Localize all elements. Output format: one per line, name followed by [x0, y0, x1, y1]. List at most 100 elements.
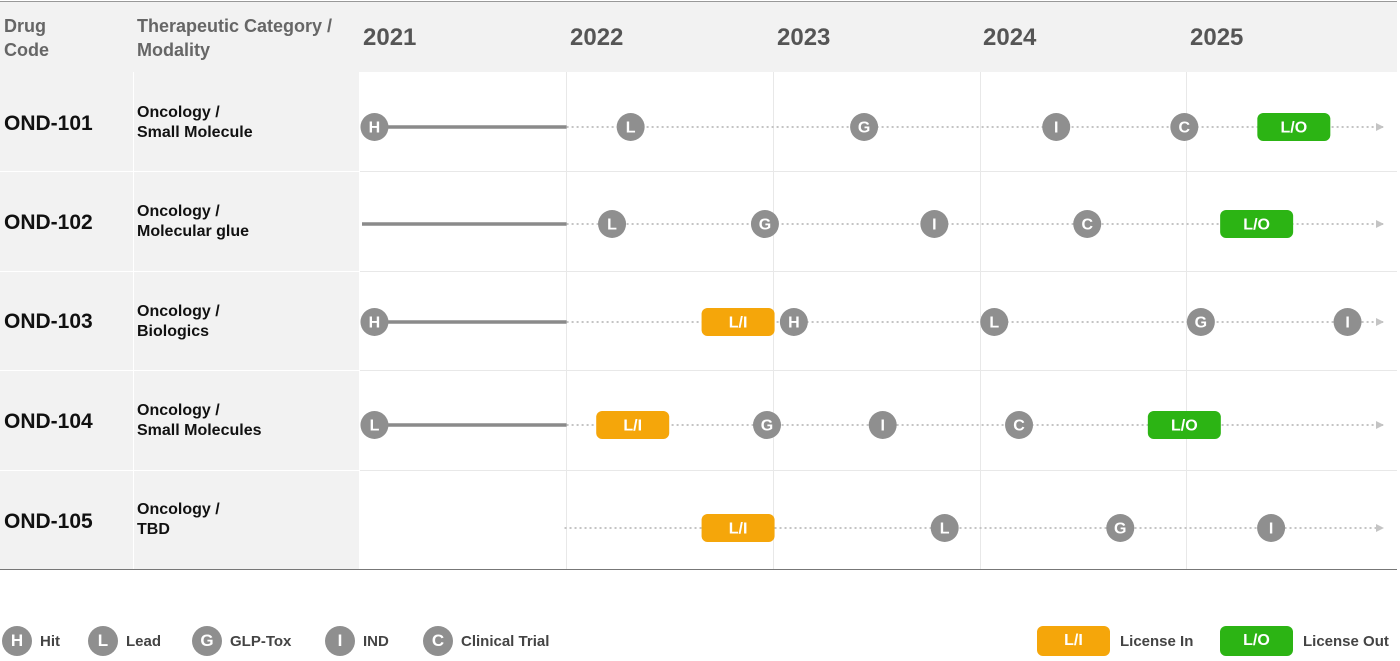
milestone-label: C: [1081, 217, 1093, 234]
year-label: 2025: [1190, 24, 1244, 51]
milestone-label: I: [932, 217, 936, 234]
milestone-label: L: [940, 521, 950, 538]
license-badge: [596, 411, 670, 439]
milestone-label: I: [1345, 315, 1349, 332]
milestone-label: G: [761, 418, 773, 435]
legend-label: License In: [1120, 632, 1194, 650]
milestone-marker: [598, 210, 627, 238]
milestone-label: L: [607, 217, 617, 234]
milestone-marker: [1005, 411, 1034, 439]
drug-code: OND-105: [4, 510, 93, 533]
milestone-label: H: [788, 315, 800, 332]
license-badge-label: L/O: [1243, 217, 1270, 234]
milestone-marker: [1257, 514, 1286, 542]
milestone-label: L: [626, 120, 636, 137]
hit-icon: H: [2, 626, 32, 656]
category-line: TBD: [137, 521, 170, 538]
row-separator: [360, 171, 1397, 172]
table-top-border: [0, 1, 1397, 2]
milestone-label: G: [759, 217, 771, 234]
ind-icon: I: [325, 626, 355, 656]
legend-hit: H Hit: [2, 626, 60, 656]
milestone-marker: [750, 210, 779, 238]
drug-code: OND-103: [4, 310, 93, 333]
milestone-label: G: [858, 120, 870, 137]
license-badge: [1220, 210, 1294, 238]
row-separator: [360, 370, 1397, 371]
license-in-badge: L/I: [1037, 626, 1110, 656]
license-badge-label: L/I: [623, 418, 642, 435]
row-separator: [0, 271, 359, 272]
column-separator: [133, 72, 134, 569]
legend-license-in: L/I License In: [1037, 626, 1193, 656]
year-label: 2022: [570, 24, 624, 51]
legend-label: IND: [363, 632, 389, 650]
milestone-marker: [1170, 113, 1199, 141]
year-label: 2023: [777, 24, 831, 51]
milestone-marker: [920, 210, 949, 238]
legend-ind: I IND: [325, 626, 389, 656]
category-line: Oncology /: [137, 104, 220, 121]
milestone-label: L: [370, 418, 380, 435]
category-line: Biologics: [137, 323, 210, 340]
clinical-trial-icon: C: [423, 626, 453, 656]
timeline-chart: H L G I C L/O L G I C L/O H L/I H L G I L L/I G I C L/O L/I L G I: [360, 113, 1384, 542]
category-line: Small Molecule: [137, 124, 253, 141]
category-header: Therapeutic Category / Modality: [137, 16, 333, 60]
drug-code: OND-104: [4, 410, 93, 433]
milestone-marker: [360, 113, 389, 141]
drug-category: Oncology / Molecular glue: [137, 202, 352, 242]
glp-tox-icon: G: [192, 626, 222, 656]
year-label: 2024: [983, 24, 1037, 51]
drug-category: Oncology / Biologics: [137, 302, 352, 342]
drug-category: Oncology / Small Molecule: [137, 103, 352, 143]
milestone-label: H: [369, 315, 381, 332]
legend-label: License Out: [1303, 632, 1389, 650]
legend-lead: L Lead: [88, 626, 161, 656]
milestone-label: I: [880, 418, 884, 435]
license-badge-label: L/I: [729, 315, 748, 332]
milestone-label: L: [989, 315, 999, 332]
row-separator: [0, 171, 359, 172]
legend-glp-tox: G GLP-Tox: [192, 626, 291, 656]
license-out-badge: L/O: [1220, 626, 1293, 656]
legend-label: Clinical Trial: [461, 632, 550, 650]
milestone-marker: [360, 308, 389, 336]
row-separator: [360, 470, 1397, 471]
drug-category: Oncology / Small Molecules: [137, 401, 352, 441]
milestone-marker: [980, 308, 1009, 336]
category-line: Oncology /: [137, 203, 220, 220]
legend-label: Hit: [40, 632, 60, 650]
license-badge: [701, 514, 775, 542]
legend-license-out: L/O License Out: [1220, 626, 1389, 656]
drug-code-header: Drug Code: [4, 16, 49, 60]
pipeline-table: Drug Code Therapeutic Category / Modalit…: [0, 1, 1397, 570]
milestone-marker: [1333, 308, 1362, 336]
column-separator: [359, 72, 360, 569]
milestone-label: I: [1054, 120, 1058, 137]
row-separator: [0, 470, 359, 471]
drug-code: OND-101: [4, 112, 93, 135]
row-separator: [360, 271, 1397, 272]
milestone-marker: [360, 411, 389, 439]
milestone-label: C: [1013, 418, 1025, 435]
milestone-label: I: [1269, 521, 1273, 538]
license-badge: [701, 308, 775, 336]
license-badge-label: L/O: [1280, 120, 1307, 137]
category-line: Small Molecules: [137, 422, 262, 439]
milestone-marker: [1106, 514, 1135, 542]
milestone-marker: [616, 113, 645, 141]
drug-code: OND-102: [4, 211, 93, 234]
category-line: Molecular glue: [137, 223, 250, 240]
category-line: Oncology /: [137, 501, 220, 518]
milestone-label: C: [1179, 120, 1191, 137]
row-separator: [0, 370, 359, 371]
milestone-label: G: [1114, 521, 1126, 538]
lead-icon: L: [88, 626, 118, 656]
category-line: Oncology /: [137, 402, 220, 419]
milestone-marker: [850, 113, 879, 141]
license-badge-label: L/I: [729, 521, 748, 538]
left-columns-background: [0, 72, 359, 569]
legend-label: GLP-Tox: [230, 632, 292, 650]
year-gridline: [1186, 72, 1187, 569]
